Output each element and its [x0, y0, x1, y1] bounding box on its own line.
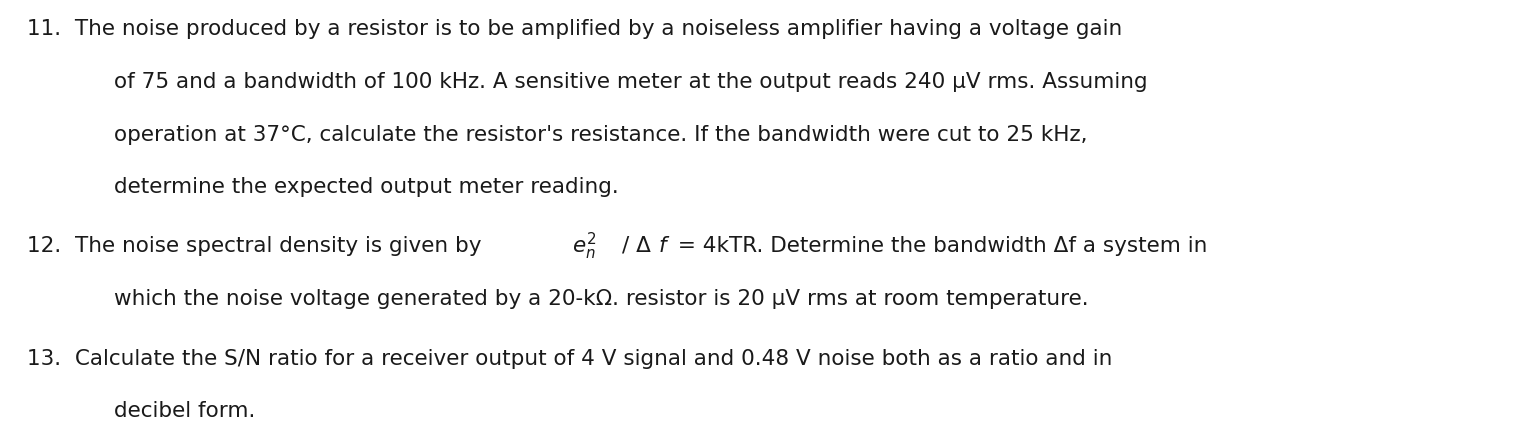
Text: 13.  Calculate the S/N ratio for a receiver output of 4 V signal and 0.48 V nois: 13. Calculate the S/N ratio for a receiv… [27, 349, 1113, 369]
Text: 12.  The noise spectral density is given by: 12. The noise spectral density is given … [27, 236, 489, 256]
Text: / Δ: / Δ [621, 236, 650, 256]
Text: of 75 and a bandwidth of 100 kHz. A sensitive meter at the output reads 240 μV r: of 75 and a bandwidth of 100 kHz. A sens… [114, 72, 1148, 92]
Text: $e_n^2$: $e_n^2$ [572, 231, 597, 263]
Text: determine the expected output meter reading.: determine the expected output meter read… [114, 177, 619, 198]
Text: decibel form.: decibel form. [114, 401, 256, 422]
Text: which the noise voltage generated by a 20-kΩ. resistor is 20 μV rms at room temp: which the noise voltage generated by a 2… [114, 289, 1088, 309]
Text: = 4kTR. Determine the bandwidth Δf a system in: = 4kTR. Determine the bandwidth Δf a sys… [671, 236, 1207, 256]
Text: f: f [659, 236, 667, 256]
Text: operation at 37°C, calculate the resistor's resistance. If the bandwidth were cu: operation at 37°C, calculate the resisto… [114, 125, 1088, 145]
Text: 11.  The noise produced by a resistor is to be amplified by a noiseless amplifie: 11. The noise produced by a resistor is … [27, 19, 1123, 39]
